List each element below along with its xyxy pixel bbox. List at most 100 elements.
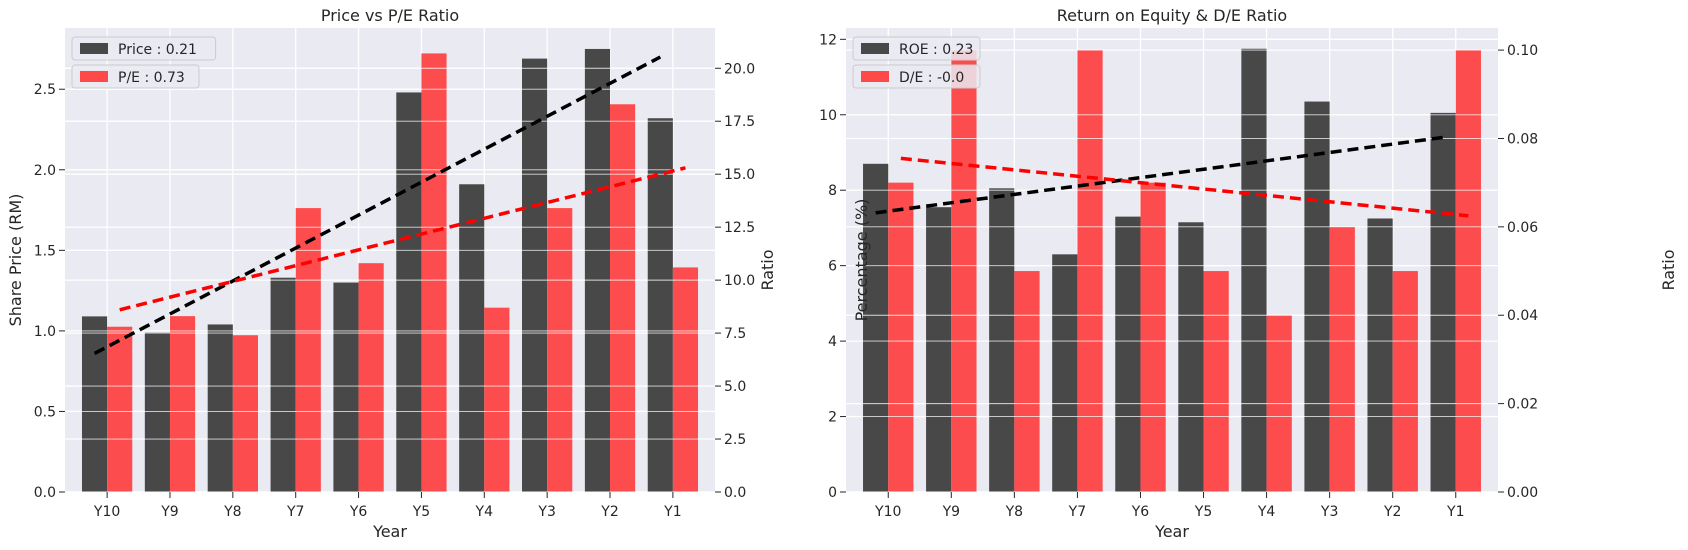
y2-tick-label: 17.5 xyxy=(724,114,755,130)
x-tick-label: Y1 xyxy=(1446,504,1464,520)
y-tick-label: 1.5 xyxy=(34,243,56,259)
y2-axis-label: Ratio xyxy=(758,249,777,290)
bar-price xyxy=(144,332,170,492)
y-tick-label: 0 xyxy=(828,485,837,501)
bar-roe xyxy=(1052,254,1078,492)
y-tick-label: 0.0 xyxy=(34,485,56,501)
bar-pe xyxy=(610,104,636,492)
y2-tick-label: 15.0 xyxy=(724,167,755,183)
bar-de xyxy=(888,182,914,492)
y2-tick-label: 5.0 xyxy=(724,379,746,395)
bar-de xyxy=(1455,50,1481,492)
x-tick-label: Y6 xyxy=(349,504,368,520)
y-tick-label: 1.0 xyxy=(34,324,56,340)
bar-pe xyxy=(169,316,196,492)
y2-tick-label: 10.0 xyxy=(724,273,755,289)
x-tick-label: Y10 xyxy=(874,504,901,520)
x-tick-label: Y7 xyxy=(1068,504,1086,520)
y2-tick-label: 0.06 xyxy=(1507,220,1538,236)
legend-box xyxy=(852,36,981,61)
bar-de xyxy=(1392,271,1418,492)
bar-pe xyxy=(295,208,321,493)
x-tick-label: Y9 xyxy=(942,504,960,520)
legend-label: P/E : 0.73 xyxy=(118,70,185,86)
y-tick-label: 6 xyxy=(828,259,837,275)
legend-roe: ROE : 0.23 xyxy=(852,36,981,61)
y-tick-label: 10 xyxy=(819,108,837,124)
bar-de xyxy=(1329,226,1355,492)
legend-box xyxy=(852,64,981,89)
x-tick-label: Y8 xyxy=(1005,504,1023,520)
trend-line-left xyxy=(93,55,662,355)
x-tick-label: Y3 xyxy=(537,504,555,520)
trend-line-right xyxy=(900,156,1469,218)
bar-roe xyxy=(1241,48,1267,493)
x-axis-label: Year xyxy=(372,522,407,541)
bar-de xyxy=(1077,50,1103,492)
x-tick-label: Y7 xyxy=(286,504,304,520)
x-tick-label: Y10 xyxy=(93,504,120,520)
bar-roe xyxy=(1304,101,1330,492)
y2-tick-label: 0.00 xyxy=(1507,485,1538,501)
y-tick-label: 0.5 xyxy=(34,404,56,420)
legend-pe: P/E : 0.73 xyxy=(71,64,200,89)
y2-tick-label: 7.5 xyxy=(724,326,746,342)
x-axis-label: Year xyxy=(1154,522,1189,541)
bar-roe xyxy=(989,188,1015,493)
y2-tick-label: 0.0 xyxy=(724,485,746,501)
legend-swatch xyxy=(80,43,108,54)
y-tick-label: 2 xyxy=(828,410,837,426)
x-tick-label: Y1 xyxy=(663,504,681,520)
y-tick-label: 12 xyxy=(819,32,837,48)
legend-label: ROE : 0.23 xyxy=(899,42,973,58)
chart-title: Return on Equity & D/E Ratio xyxy=(1057,6,1287,25)
y-axis-label: Percentage (%) xyxy=(852,199,871,322)
x-tick-label: Y8 xyxy=(223,504,241,520)
bar-price xyxy=(522,58,548,492)
legend-price: Price : 0.21 xyxy=(71,36,217,61)
x-tick-label: Y5 xyxy=(1194,504,1212,520)
x-tick-label: Y2 xyxy=(1383,504,1401,520)
bar-pe xyxy=(358,263,384,492)
bar-roe xyxy=(1178,222,1204,492)
legend-de: D/E : -0.0 xyxy=(852,64,981,89)
x-tick-label: Y9 xyxy=(160,504,178,520)
y2-tick-label: 0.04 xyxy=(1507,308,1538,324)
bar-pe xyxy=(484,307,510,492)
x-tick-label: Y4 xyxy=(475,504,494,520)
bar-price xyxy=(647,118,673,492)
roe-de-chart: 0 2 4 6 8 10 12 0.00 0.02 0.04 0.06 0.08 0.10 Y10 Y9 Y8… xyxy=(819,6,1678,541)
bar-pe xyxy=(547,208,573,493)
bar-pe xyxy=(421,53,447,493)
y2-tick-label: 12.5 xyxy=(724,220,755,236)
legend-label: Price : 0.21 xyxy=(118,42,197,58)
bar-roe xyxy=(1430,112,1456,492)
bar-de xyxy=(1203,271,1229,492)
bar-roe xyxy=(926,207,952,492)
legend-swatch xyxy=(80,71,108,82)
y-axis-label: Share Price (RM) xyxy=(6,194,25,327)
legend-box xyxy=(71,64,200,89)
x-tick-label: Y2 xyxy=(600,504,618,520)
bar-roe xyxy=(1367,218,1393,492)
bar-price xyxy=(459,184,485,492)
bar-pe xyxy=(107,326,133,492)
bar-price xyxy=(584,48,611,492)
y2-tick-label: 20.0 xyxy=(724,61,755,77)
x-tick-label: Y3 xyxy=(1320,504,1338,520)
bar-price xyxy=(270,277,296,492)
price-pe-chart: 0.0 0.5 1.0 1.5 2.0 2.5 0.0 2.5 5.0 7.5 10.0 12.5 15… xyxy=(6,6,777,541)
x-tick-label: Y4 xyxy=(1257,504,1276,520)
legend-label: D/E : -0.0 xyxy=(899,70,964,86)
bar-de xyxy=(1140,182,1166,492)
y-tick-label: 2.5 xyxy=(34,82,56,98)
y2-tick-label: 0.10 xyxy=(1507,43,1538,59)
bar-roe xyxy=(863,163,889,492)
bar-de xyxy=(951,50,977,492)
bar-de xyxy=(1014,271,1040,492)
y2-axis-label: Ratio xyxy=(1659,249,1678,290)
chart-title: Price vs P/E Ratio xyxy=(321,6,459,25)
x-tick-label: Y6 xyxy=(1131,504,1150,520)
y-tick-label: 8 xyxy=(828,183,837,199)
